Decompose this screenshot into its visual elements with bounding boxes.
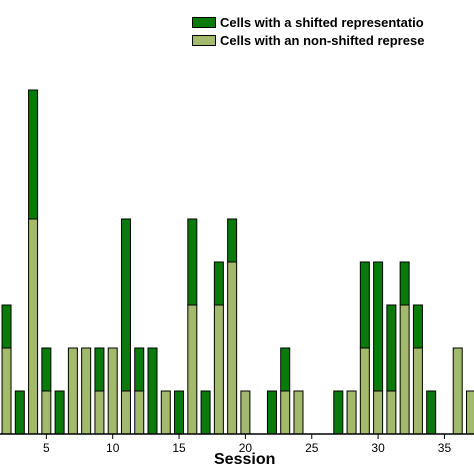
bar-shifted-session-23	[280, 347, 291, 392]
bar-non-shifted-session-37	[465, 390, 474, 435]
bar-non-shifted-session-24	[293, 390, 304, 435]
bar-shifted-session-34	[426, 390, 437, 435]
bar-non-shifted-session-30	[373, 390, 384, 435]
x-tick-label-20: 20	[239, 441, 253, 455]
bar-shifted-session-3	[14, 390, 25, 435]
bar-shifted-session-32	[399, 261, 410, 306]
x-tick-label-30: 30	[371, 441, 385, 455]
bar-shifted-session-19	[227, 218, 238, 263]
bar-non-shifted-session-28	[346, 390, 357, 435]
bar-non-shifted-session-11	[120, 390, 131, 435]
legend-item-non-shifted: Cells with an non-shifted represe	[192, 32, 474, 49]
x-tick-label-25: 25	[305, 441, 319, 455]
bar-non-shifted-session-5	[41, 390, 52, 435]
bar-non-shifted-session-7	[67, 347, 78, 435]
bar-shifted-session-18	[213, 261, 224, 306]
bar-shifted-session-6	[54, 390, 65, 435]
bar-non-shifted-session-9	[94, 390, 105, 435]
bar-shifted-session-17	[200, 390, 211, 435]
legend-swatch-non-shifted	[192, 35, 216, 46]
bar-shifted-session-11	[120, 218, 131, 392]
bar-non-shifted-session-32	[399, 304, 410, 435]
bar-shifted-session-13	[147, 347, 158, 435]
bar-shifted-session-30	[373, 261, 384, 392]
bar-shifted-session-22	[266, 390, 277, 435]
bar-non-shifted-session-14	[160, 390, 171, 435]
x-axis-label: Session	[214, 451, 276, 468]
bar-non-shifted-session-19	[227, 261, 238, 435]
legend-label-shifted: Cells with a shifted representatio	[220, 15, 424, 30]
x-tick-label-10: 10	[106, 441, 120, 455]
bar-shifted-session-31	[386, 304, 397, 392]
bar-shifted-session-12	[134, 347, 145, 392]
bar-non-shifted-session-23	[280, 390, 291, 435]
bar-non-shifted-session-29	[359, 347, 370, 435]
bar-shifted-session-5	[41, 347, 52, 392]
bar-shifted-session-27	[333, 390, 344, 435]
bar-non-shifted-session-8	[81, 347, 92, 435]
bar-non-shifted-session-10	[107, 347, 118, 435]
x-tick-label-5: 5	[43, 441, 50, 455]
bar-non-shifted-session-33	[412, 347, 423, 435]
bar-non-shifted-session-18	[213, 304, 224, 435]
bar-non-shifted-session-36	[452, 347, 463, 435]
bar-shifted-session-9	[94, 347, 105, 392]
bar-shifted-session-29	[359, 261, 370, 349]
bar-shifted-session-16	[187, 218, 198, 306]
bar-shifted-session-2	[1, 304, 12, 349]
bar-non-shifted-session-16	[187, 304, 198, 435]
bar-non-shifted-session-20	[240, 390, 251, 435]
bars-layer	[1, 89, 474, 435]
bar-shifted-session-4	[28, 89, 39, 220]
bar-non-shifted-session-4	[28, 218, 39, 435]
bar-shifted-session-15	[174, 390, 185, 435]
x-tick-label-15: 15	[172, 441, 186, 455]
x-ticks-layer: 5 10 15 20 25 30 35	[43, 434, 451, 455]
legend-label-non-shifted: Cells with an non-shifted represe	[220, 33, 425, 48]
bar-non-shifted-session-2	[1, 347, 12, 435]
bar-non-shifted-session-12	[134, 390, 145, 435]
legend-swatch-shifted	[192, 17, 216, 28]
legend-item-shifted: Cells with a shifted representatio	[192, 14, 474, 31]
legend: Cells with a shifted representatio Cells…	[192, 14, 474, 50]
bar-shifted-session-33	[412, 304, 423, 349]
x-tick-label-35: 35	[438, 441, 452, 455]
bar-non-shifted-session-31	[386, 390, 397, 435]
